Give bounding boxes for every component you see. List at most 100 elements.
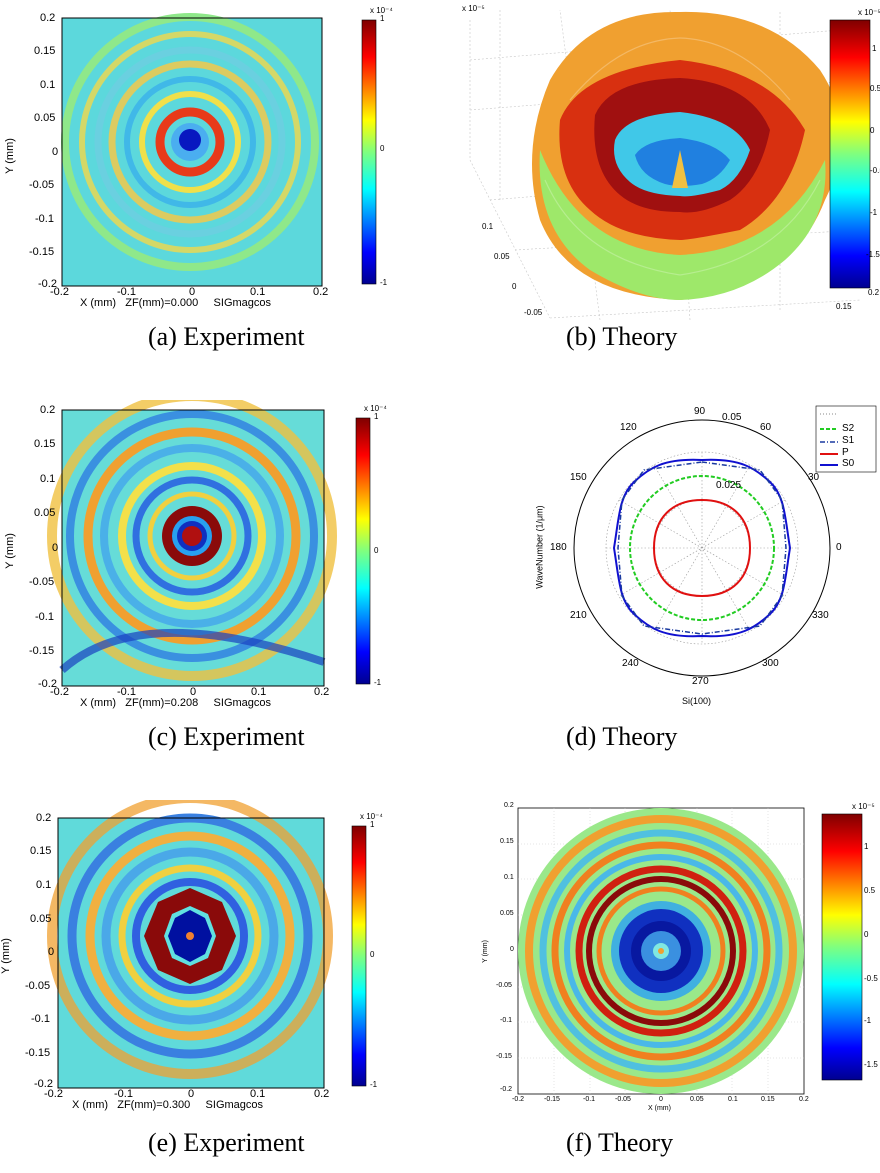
polar-grid-d [605, 451, 799, 645]
caption-c: (c) Experiment [148, 722, 305, 751]
colorbar-tick-f-5: -1 [864, 1016, 872, 1025]
xtick-a-2: -0.1 [117, 286, 136, 298]
sig-label-e: SIGmagcos [205, 1099, 264, 1111]
ytick-f-6: -0.05 [496, 982, 512, 989]
xtick-c-4: 0.1 [251, 686, 267, 698]
colorbar-tick-a-3: -1 [380, 278, 388, 287]
xlabel-e: X (mm) ZF(mm)=0.300 SIGmagcos [72, 1099, 263, 1111]
angle-label-270: 270 [692, 676, 709, 687]
ytick-a-6: -0.05 [29, 179, 55, 191]
tick-b-5: 0.15 [836, 302, 852, 311]
caption-a: (a) Experiment [148, 322, 305, 351]
xtick-a-5: 0.2 [313, 286, 329, 298]
ytick-a-9: -0.2 [38, 278, 57, 290]
angle-label-60: 60 [760, 422, 772, 433]
ytick-a-8: -0.15 [29, 246, 55, 258]
angle-label-300: 300 [762, 658, 779, 669]
colorbar-f [821, 813, 863, 1081]
caption-d: (d) Theory [566, 722, 678, 751]
ytick-e-4: 0.05 [30, 913, 52, 925]
xtick-e-4: 0.1 [250, 1088, 266, 1100]
colorbar-exp-e: x 10⁻⁴ [360, 812, 383, 821]
ytick-e-2: 0.15 [30, 845, 52, 857]
colorbar-tick-f-1: 1 [864, 842, 869, 851]
xtick-f-2: -0.15 [544, 1096, 560, 1103]
ytick-f-9: -0.2 [500, 1086, 513, 1093]
ytick-a-1: 0.2 [40, 12, 56, 24]
angle-label-150: 150 [570, 472, 587, 483]
xlabel-a: X (mm) ZF(mm)=0.000 SIGmagcos [80, 297, 271, 309]
xtick-f-8: 0.15 [761, 1096, 775, 1103]
xtick-f-4: -0.05 [615, 1096, 631, 1103]
xtick-f-5: 0 [659, 1096, 663, 1103]
angle-label-240: 240 [622, 658, 639, 669]
ytick-c-1: 0.2 [40, 404, 56, 416]
colorbar-tick-c-2: 0 [374, 546, 379, 555]
xaxis-label-e: X (mm) [72, 1099, 109, 1111]
colorbar-tick-b-6: -1.5 [866, 250, 880, 259]
colorbar-exp-a: x 10⁻⁴ [370, 6, 393, 15]
tick-b-4: -0.05 [524, 308, 543, 317]
ylabel-a: Y (mm) [3, 138, 16, 174]
colorbar-tick-a-1: 1 [380, 14, 385, 23]
xtick-a-4: 0.1 [250, 286, 266, 298]
z-exp-b: x 10⁻⁵ [462, 4, 485, 13]
colorbar-a [361, 19, 377, 285]
xtick-c-3: 0 [190, 686, 197, 698]
panel-b: x 10⁻⁵ x 10⁻⁵ 1 0.5 0 -0.5 -1 -1.5 0.1 0… [440, 0, 880, 360]
surface-b [469, 9, 871, 321]
ripple-rings-f [525, 815, 797, 1087]
ytick-a-3: 0.1 [40, 79, 56, 91]
ytick-a-7: -0.1 [35, 213, 54, 225]
caption-f: (f) Theory [566, 1128, 674, 1157]
xaxis-label-a: X (mm) [80, 297, 117, 309]
zf-label-e: ZF(mm)=0.300 [117, 1099, 191, 1111]
caption-e: (e) Experiment [148, 1128, 305, 1157]
ytick-e-1: 0.2 [36, 812, 52, 824]
colorbar-c [355, 417, 371, 685]
heatmap-e [47, 800, 367, 1089]
panel-e: x 10⁻⁴ 1 0 -1 0.2 0.15 0.1 0.05 0 -0.05 … [0, 800, 440, 1173]
ytick-e-7: -0.1 [31, 1013, 50, 1025]
colorbar-exp-c: x 10⁻⁴ [364, 404, 387, 413]
ytick-c-7: -0.1 [35, 611, 54, 623]
colorbar-tick-e-1: 1 [370, 820, 375, 829]
ytick-e-6: -0.05 [25, 980, 51, 992]
colorbar-tick-e-3: -1 [370, 1080, 378, 1089]
ytick-c-8: -0.15 [29, 645, 55, 657]
xaxis-label-c: X (mm) [80, 697, 117, 709]
panel-d: S2 S1 P S0 90 60 30 0 330 300 270 240 21… [440, 400, 880, 760]
ytick-e-5: 0 [48, 946, 55, 958]
sig-label-c: SIGmagcos [213, 697, 272, 709]
ytick-f-4: 0.05 [500, 910, 514, 917]
colorbar-tick-a-2: 0 [380, 144, 385, 153]
angle-label-180: 180 [550, 542, 567, 553]
xtick-f-1: -0.2 [512, 1096, 525, 1103]
panel-a: x 10⁻⁴ 1 0 -1 0.2 0.15 0.1 0.05 0 -0.05 … [0, 0, 440, 360]
ylabel-d: WaveNumber (1/μm) [534, 505, 545, 589]
ytick-c-4: 0.05 [34, 507, 56, 519]
colorbar-tick-f-3: 0 [864, 930, 869, 939]
ytick-e-9: -0.2 [34, 1078, 53, 1090]
xtick-c-5: 0.2 [314, 686, 330, 698]
legend-label-s1: S1 [842, 435, 855, 446]
ylabel-c: Y (mm) [3, 533, 16, 569]
caption-b: (b) Theory [566, 322, 678, 351]
colorbar-tick-b-3: 0 [870, 126, 875, 135]
sig-label-a: SIGmagcos [213, 297, 272, 309]
xtick-c-1: -0.2 [50, 686, 69, 698]
tick-b-2: 0.05 [494, 252, 510, 261]
heatmap-a [61, 13, 377, 287]
colorbar-tick-e-2: 0 [370, 950, 375, 959]
ytick-a-2: 0.15 [34, 45, 56, 57]
xtick-f-9: 0.2 [799, 1096, 809, 1103]
colorbar-exp-b: x 10⁻⁵ [858, 8, 880, 17]
ytick-c-3: 0.1 [40, 473, 56, 485]
ytick-f-2: 0.15 [500, 838, 514, 845]
colorbar-b [829, 19, 871, 289]
xtick-e-3: 0 [188, 1088, 195, 1100]
colorbar-tick-c-3: -1 [374, 678, 382, 687]
xlabel-d: Si(100) [682, 696, 712, 706]
angle-label-120: 120 [620, 422, 637, 433]
curve-p [652, 498, 752, 598]
